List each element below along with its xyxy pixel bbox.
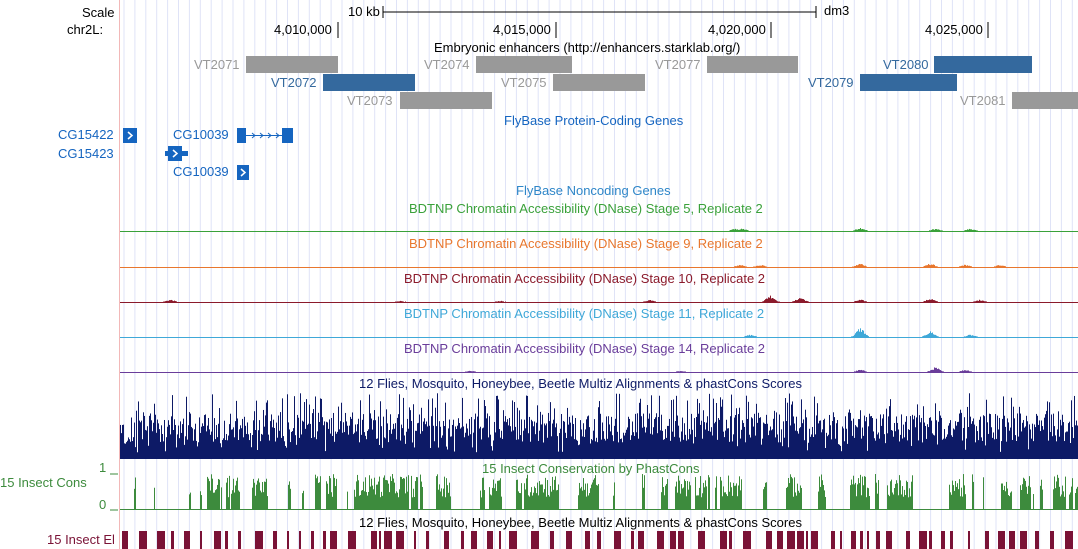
gene-feature[interactable] <box>123 128 137 143</box>
gene-exon[interactable] <box>237 128 246 143</box>
ruler-position: 4,015,000 <box>493 22 551 37</box>
dnase-baseline <box>120 267 1078 268</box>
enhancer-label[interactable]: VT2079 <box>808 75 854 90</box>
dnase-track-title[interactable]: BDTNP Chromatin Accessibility (DNase) St… <box>409 236 763 251</box>
gene-label[interactable]: CG15423 <box>58 146 114 161</box>
multiz-title: 12 Flies, Mosquito, Honeybee, Beetle Mul… <box>359 376 802 391</box>
enhancer-feature[interactable] <box>323 74 415 91</box>
conserved-elements <box>122 531 1073 549</box>
dnase-baseline <box>120 372 1078 373</box>
gene-feature[interactable] <box>237 165 249 180</box>
ruler-ticks <box>337 22 989 38</box>
enhancer-feature[interactable] <box>553 74 645 91</box>
strand-arrow-icon <box>127 131 134 140</box>
enhancer-feature[interactable] <box>707 56 798 73</box>
enhancer-track-title: Embryonic enhancers (http://enhancers.st… <box>434 40 741 55</box>
strand-arrow-icon <box>172 149 179 158</box>
left-margin-rule <box>119 0 120 549</box>
enhancer-label[interactable]: VT2081 <box>960 93 1006 108</box>
chrom-label: chr2L: <box>67 22 104 37</box>
enhancer-feature[interactable] <box>860 74 957 91</box>
ruler-position: 4,025,000 <box>925 22 983 37</box>
enhancer-label[interactable]: VT2071 <box>194 57 240 72</box>
enhancer-feature[interactable] <box>476 56 572 73</box>
phastcons-axis <box>110 473 118 511</box>
enhancer-label[interactable]: VT2074 <box>424 57 470 72</box>
enhancer-label[interactable]: VT2075 <box>501 75 547 90</box>
gene-label[interactable]: CG15422 <box>58 127 114 142</box>
protein-coding-title: FlyBase Protein-Coding Genes <box>504 113 684 128</box>
assembly-label: dm3 <box>824 3 850 18</box>
dnase-track-title[interactable]: BDTNP Chromatin Accessibility (DNase) St… <box>404 306 765 321</box>
noncoding-title[interactable]: FlyBase Noncoding Genes <box>516 183 671 198</box>
scale-bar <box>382 6 817 18</box>
enhancer-label[interactable]: VT2073 <box>347 93 393 108</box>
enhancer-feature[interactable] <box>934 56 1032 73</box>
gene-label[interactable]: CG10039 <box>173 127 229 142</box>
gene-label[interactable]: CG10039 <box>173 164 229 179</box>
enhancer-feature[interactable] <box>400 92 492 109</box>
enhancer-label[interactable]: VT2072 <box>271 75 317 90</box>
dnase-signal-stage10 <box>163 295 987 302</box>
elements-side-label[interactable]: 15 Insect El <box>47 532 115 547</box>
dnase-track-title[interactable]: BDTNP Chromatin Accessibility (DNase) St… <box>404 271 766 286</box>
dnase-baseline <box>120 337 1078 338</box>
intron-line <box>246 132 282 139</box>
dnase-baseline <box>120 231 1078 232</box>
dnase-signal-stage14 <box>465 367 972 372</box>
phastcons-min-tick: 0 <box>99 497 107 512</box>
phastcons-max-tick: 1 <box>99 460 107 475</box>
enhancer-feature[interactable] <box>246 56 338 73</box>
ruler-position: 4,020,000 <box>708 22 766 37</box>
dnase-signal-stage5 <box>729 227 978 231</box>
multiz-conservation-signal <box>120 393 1078 459</box>
elements-title: 12 Flies, Mosquito, Honeybee, Beetle Mul… <box>359 515 802 530</box>
scale-label: Scale <box>82 5 115 20</box>
phastcons-side-label[interactable]: 15 Insect Cons <box>0 475 87 490</box>
enhancer-feature[interactable] <box>1012 92 1078 109</box>
dnase-signal-stage9 <box>734 263 1006 267</box>
dnase-signal-stage11 <box>744 328 978 337</box>
enhancer-label[interactable]: VT2080 <box>883 57 929 72</box>
dnase-baseline <box>120 302 1078 303</box>
gene-feature[interactable] <box>168 146 182 161</box>
dnase-track-title[interactable]: BDTNP Chromatin Accessibility (DNase) St… <box>404 341 766 356</box>
strand-arrow-icon <box>240 168 247 177</box>
enhancer-label[interactable]: VT2077 <box>655 57 701 72</box>
ruler-position: 4,010,000 <box>274 22 332 37</box>
gene-exon[interactable] <box>282 128 293 143</box>
phastcons-title: 15 Insect Conservation by PhastCons <box>482 461 700 476</box>
dnase-track-title[interactable]: BDTNP Chromatin Accessibility (DNase) St… <box>409 201 763 216</box>
phastcons-signal <box>120 474 1078 510</box>
scale-bar-text: 10 kb <box>348 4 380 19</box>
